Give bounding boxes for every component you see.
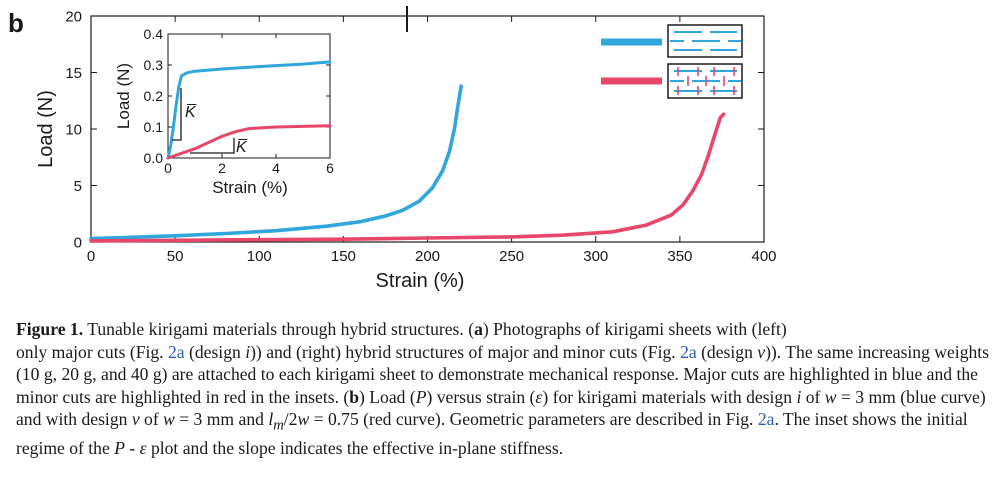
- figure-ref-link[interactable]: 2a: [757, 409, 775, 430]
- major-cut-schematic-icon: [667, 24, 743, 58]
- x-tick-label: 250: [499, 248, 524, 265]
- x-tick-label: 0: [164, 160, 172, 176]
- stiffness-triangle-red: [190, 138, 235, 154]
- y-tick-label: 0.0: [144, 150, 164, 166]
- main-xlabel: Strain (%): [376, 270, 465, 292]
- main-series-group: [89, 84, 726, 243]
- series-line-blue: [166, 60, 332, 160]
- series-line-red: [166, 124, 332, 160]
- legend: [601, 24, 743, 99]
- figure-ref-link[interactable]: 2a: [680, 341, 697, 362]
- inset-background: [168, 34, 330, 158]
- y-tick-label: 5: [74, 178, 82, 195]
- stiffness-label-red: K̅: [236, 138, 248, 156]
- inset-y-axis: 0.0 0.1 0.2 0.3 0.4: [144, 26, 330, 166]
- main-x-axis: 0 50 100 150 200 250 300 350 400: [87, 16, 777, 265]
- inset-ylabel: Load (N): [114, 63, 133, 129]
- stiffness-label-blue: K̅: [185, 103, 197, 121]
- y-tick-label: 0.3: [144, 57, 164, 73]
- stiffness-triangle-blue: [172, 88, 182, 141]
- panel-label: b: [8, 8, 24, 38]
- x-tick-label: 6: [326, 160, 334, 176]
- y-tick-label: 10: [65, 121, 82, 138]
- x-tick-label: 0: [87, 248, 95, 265]
- y-tick-label: 0.2: [144, 88, 164, 104]
- x-tick-label: 4: [272, 160, 280, 176]
- x-tick-label: 200: [415, 248, 440, 265]
- y-tick-label: 0: [74, 234, 82, 251]
- hybrid-cut-schematic-icon: [667, 63, 743, 99]
- inset-series-group: [166, 60, 332, 160]
- x-tick-label: 50: [167, 248, 184, 265]
- inset-xlabel: Strain (%): [212, 178, 288, 197]
- y-tick-label: 0.1: [144, 119, 164, 135]
- x-tick-label: 100: [247, 248, 272, 265]
- x-tick-label: 350: [667, 248, 692, 265]
- series-line-blue: [89, 84, 464, 241]
- y-tick-label: 15: [65, 65, 82, 82]
- y-tick-label: 0.4: [144, 26, 164, 42]
- figure-ref-link[interactable]: 2a: [167, 341, 185, 362]
- inset-x-axis: 0 2 4 6: [164, 34, 334, 176]
- x-tick-label: 2: [218, 160, 226, 176]
- x-tick-label: 150: [331, 248, 356, 265]
- main-ylabel: Load (N): [35, 90, 57, 168]
- inset-chart: 0 2 4 6 0.0 0.1 0.2 0.3 0.4 K̅ K̅ Strain (%) Lo…: [114, 26, 334, 197]
- series-line-red: [89, 112, 726, 243]
- x-tick-label: 300: [583, 248, 608, 265]
- figure-caption: Figure 1. Tunable kirigami materials thr…: [16, 319, 990, 459]
- caption-label: Figure 1.: [16, 319, 84, 339]
- y-tick-label: 20: [65, 8, 82, 25]
- x-tick-label: 400: [751, 248, 776, 265]
